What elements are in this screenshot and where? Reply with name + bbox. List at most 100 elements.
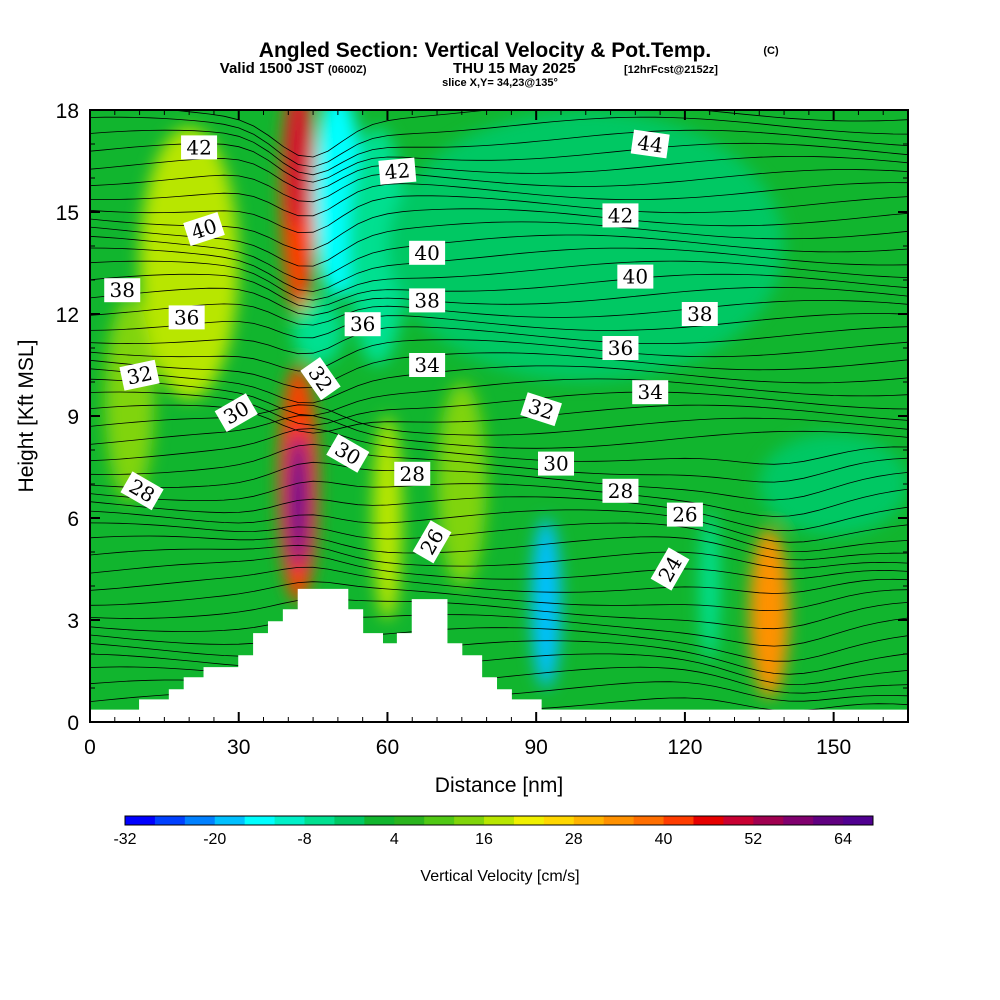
contour-line bbox=[90, 221, 908, 267]
contour-label-box bbox=[326, 434, 370, 473]
valid-date-label: THU 15 May 2025 bbox=[453, 60, 576, 77]
contour-line bbox=[90, 129, 908, 176]
y-tick-label: 18 bbox=[56, 100, 79, 123]
x-tick-label: 90 bbox=[525, 736, 548, 759]
contour-label: 42 bbox=[378, 157, 417, 185]
colorbar-swatch bbox=[543, 816, 575, 825]
contour-label: 32 bbox=[119, 359, 160, 391]
contour-label-box bbox=[602, 478, 639, 503]
contour-line bbox=[90, 286, 908, 316]
colorbar-tick-label: 64 bbox=[834, 831, 852, 848]
colorbar-frame bbox=[124, 815, 874, 826]
colorbar-swatch bbox=[214, 816, 246, 825]
contour-label-text: 34 bbox=[637, 380, 662, 404]
colorbar-tick-label: 40 bbox=[655, 831, 673, 848]
contour-line bbox=[90, 428, 908, 465]
velocity-cell bbox=[749, 528, 790, 699]
contour-label-box bbox=[168, 305, 205, 330]
contour-line bbox=[90, 391, 908, 426]
contour-line bbox=[90, 234, 908, 281]
contour-label-box bbox=[681, 302, 718, 326]
y-tick-label: 6 bbox=[67, 508, 79, 531]
colorbar-swatch bbox=[244, 816, 276, 825]
contour-label-box bbox=[602, 336, 639, 360]
y-axis-title: Height [Kft MSL] bbox=[15, 340, 38, 493]
contour-line bbox=[90, 156, 908, 192]
contour-line bbox=[90, 365, 908, 404]
contour-label-box bbox=[183, 212, 225, 246]
contour-label-text: 36 bbox=[350, 312, 375, 336]
contour-label: 28 bbox=[602, 478, 639, 503]
chart-title: Angled Section: Vertical Velocity & Pot.… bbox=[259, 39, 779, 62]
contour-label: 28 bbox=[394, 461, 431, 486]
contour-line bbox=[90, 142, 908, 183]
x-axis-title: Distance [nm] bbox=[435, 774, 563, 797]
contour-label-text: 38 bbox=[109, 278, 134, 302]
x-axis: 0 30 60 90 120 150 bbox=[84, 110, 909, 759]
contour-label-text: 34 bbox=[414, 353, 439, 377]
contour-line bbox=[90, 352, 908, 389]
colorbar-swatch bbox=[334, 816, 365, 825]
contour-line bbox=[90, 247, 908, 292]
contour-line bbox=[90, 415, 908, 449]
colorbar-swatch bbox=[633, 816, 665, 825]
contour-label-box bbox=[214, 393, 258, 432]
colorbar-swatch bbox=[753, 816, 784, 825]
contour-line bbox=[167, 110, 908, 158]
contour-label-box bbox=[409, 288, 446, 313]
colorbar-swatch bbox=[693, 816, 724, 825]
valid-utc-label: (0600Z) bbox=[328, 64, 367, 76]
colorbar-swatch bbox=[394, 816, 425, 825]
colorbar-swatch bbox=[783, 816, 814, 825]
contour-label: 34 bbox=[409, 353, 446, 377]
contour-label: 38 bbox=[104, 278, 141, 303]
contour-label-text: 40 bbox=[414, 241, 439, 265]
velocity-cell bbox=[288, 110, 309, 229]
contour-line bbox=[90, 461, 908, 501]
contour-label-box bbox=[104, 278, 141, 303]
contour-label-text: 38 bbox=[687, 302, 712, 326]
colorbar-tick-label: 4 bbox=[390, 831, 399, 848]
contour-label-box bbox=[300, 356, 341, 401]
contour-label: 34 bbox=[632, 380, 669, 405]
colorbar-swatch bbox=[304, 816, 335, 825]
contour-line bbox=[90, 260, 908, 301]
contour-label-box bbox=[617, 264, 654, 289]
colorbar-swatch bbox=[484, 816, 515, 825]
contour-line bbox=[90, 509, 908, 543]
contour-label-text: 28 bbox=[608, 479, 633, 503]
contour-label-box bbox=[119, 359, 160, 391]
contour-label-box bbox=[409, 353, 446, 377]
terrain bbox=[90, 588, 908, 722]
contour-line bbox=[90, 640, 908, 675]
contour-label-text: 44 bbox=[636, 130, 665, 157]
contour-line bbox=[90, 544, 908, 569]
colorbar-swatch bbox=[364, 816, 395, 825]
contour-line bbox=[90, 535, 908, 561]
contour-label-text: 28 bbox=[400, 462, 425, 486]
forecast-label: [12hrFcst@2152z] bbox=[624, 64, 718, 76]
contour-line bbox=[90, 116, 908, 168]
contour-label: 42 bbox=[602, 203, 639, 228]
colorbar-tick-label: -32 bbox=[113, 831, 136, 848]
colorbar-tick-label: 28 bbox=[565, 831, 583, 848]
contour-line bbox=[90, 566, 908, 594]
colorbar-swatch bbox=[813, 816, 844, 825]
colorbar-swatch bbox=[603, 816, 635, 825]
contour-label-box bbox=[650, 547, 690, 591]
contour-label-text: 36 bbox=[608, 336, 633, 360]
contour-label-box bbox=[602, 203, 639, 228]
contour-label-box bbox=[412, 520, 452, 564]
contour-line bbox=[90, 653, 908, 685]
velocity-cell bbox=[347, 127, 408, 365]
contour-line bbox=[90, 208, 908, 251]
contour-line bbox=[90, 339, 908, 372]
x-tick-label: 150 bbox=[816, 736, 851, 759]
contour-line bbox=[90, 522, 908, 553]
contour-label: 42 bbox=[181, 135, 218, 160]
chart-title-main: Angled Section: Vertical Velocity & Pot.… bbox=[259, 39, 711, 62]
contour-line bbox=[90, 378, 908, 416]
contour-line bbox=[90, 554, 908, 580]
